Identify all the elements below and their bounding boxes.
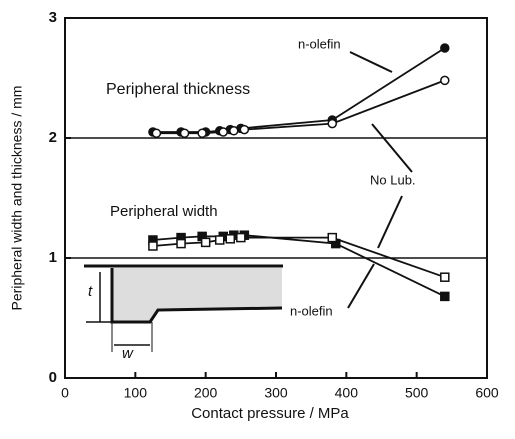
x-tick-label: 200: [194, 385, 218, 401]
x-tick-label: 500: [405, 385, 429, 401]
inset-diagram: [84, 264, 283, 352]
arrow: [377, 195, 403, 249]
marker: [327, 118, 338, 129]
marker: [440, 291, 450, 302]
annotation: No Lub.: [370, 172, 416, 187]
inset-profile: [110, 268, 283, 324]
arrow: [349, 51, 393, 73]
marker: [440, 75, 450, 86]
arrows: [347, 51, 413, 309]
x-tick-label: 100: [124, 385, 148, 401]
marker: [440, 272, 450, 282]
marker: [214, 235, 225, 245]
marker: [229, 126, 239, 136]
marker: [197, 128, 207, 138]
marker: [151, 128, 162, 138]
marker: [148, 241, 158, 251]
marker: [236, 232, 246, 243]
arrow: [371, 123, 413, 173]
marker: [176, 238, 186, 249]
y-tick-label: 0: [49, 369, 57, 386]
y-tick-label: 1: [49, 249, 57, 266]
plot-frame: [64, 17, 488, 379]
annotation: n-olefin: [290, 303, 333, 318]
marker: [218, 127, 228, 137]
marker: [200, 237, 211, 248]
annotation: Peripheral thickness: [106, 81, 250, 98]
x-axis-label: Contact pressure / MPa: [191, 405, 349, 422]
y-tick-label: 2: [49, 129, 57, 146]
marker: [239, 124, 250, 135]
x-tick-label: 400: [335, 385, 359, 401]
annotation: n-olefin: [298, 36, 341, 51]
x-tick-label: 0: [61, 385, 69, 401]
annotation: Peripheral width: [110, 203, 218, 220]
x-tick-label: 600: [475, 385, 499, 401]
inset-shade: [112, 268, 282, 322]
annotation: t: [88, 283, 93, 300]
x-tick-label: 300: [264, 385, 288, 401]
annotation: w: [122, 345, 134, 362]
y-tick-label: 3: [49, 9, 57, 26]
marker: [179, 128, 190, 138]
marker: [327, 232, 338, 243]
marker: [440, 43, 450, 53]
arrow: [347, 263, 375, 309]
y-axis-label: Peripheral width and thickness / mm: [9, 86, 25, 311]
marker: [225, 234, 236, 244]
